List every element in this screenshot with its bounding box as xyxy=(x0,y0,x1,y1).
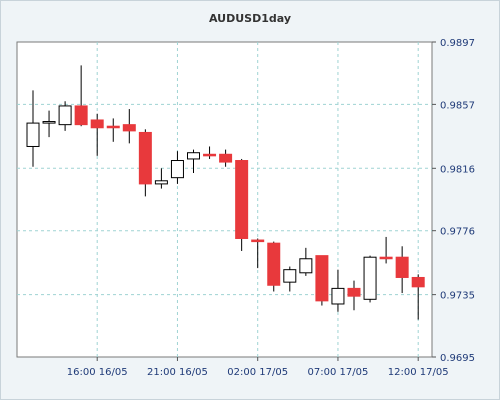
chart-title: AUDUSD1day xyxy=(209,12,291,25)
y-axis: 0.9897 0.9857 0.9816 0.9776 0.9735 0.9695 xyxy=(432,38,475,364)
candle-body-up xyxy=(331,287,345,305)
plot-area xyxy=(16,41,433,358)
candle-body-down xyxy=(203,153,217,157)
grid-lines xyxy=(17,42,432,357)
y-tick-label: 0.9897 xyxy=(440,38,475,49)
candle-body-down xyxy=(347,287,361,297)
candle-body-down xyxy=(267,242,281,286)
x-tick-label: 02:00 17/05 xyxy=(227,367,288,378)
candle-body-up xyxy=(283,269,297,283)
candle xyxy=(219,149,233,167)
candle xyxy=(411,274,425,320)
candle xyxy=(203,146,217,159)
candle xyxy=(74,65,88,127)
candle-body-up xyxy=(299,258,313,274)
candle xyxy=(379,236,393,264)
candle-body-down xyxy=(379,256,393,260)
candle-body-down xyxy=(395,256,409,278)
candle-body-down xyxy=(122,124,136,132)
candle-body-up xyxy=(170,160,184,179)
candle-body-down xyxy=(90,119,104,129)
candle xyxy=(58,101,72,131)
candle xyxy=(331,269,345,312)
candle xyxy=(26,90,40,167)
y-tick-label: 0.9695 xyxy=(440,353,475,364)
candle xyxy=(170,151,184,184)
candle xyxy=(235,158,249,251)
candle xyxy=(363,255,377,303)
candle-body-up xyxy=(26,122,40,147)
x-tick-label: 21:00 16/05 xyxy=(147,367,208,378)
candle-body-down xyxy=(235,160,249,239)
candle-body-down xyxy=(106,125,120,129)
candle-body-down xyxy=(219,153,233,163)
candle-body-up xyxy=(363,256,377,300)
candle xyxy=(315,255,329,306)
candle xyxy=(106,118,120,142)
candle xyxy=(283,266,297,292)
y-tick-label: 0.9776 xyxy=(440,227,475,238)
candle xyxy=(138,129,152,197)
candle-body-up xyxy=(154,180,168,185)
candle-body-up xyxy=(42,121,56,124)
x-axis: 16:00 16/05 21:00 16/05 02:00 17/05 07:00 1… xyxy=(67,357,449,378)
candle xyxy=(122,109,136,144)
candle xyxy=(251,238,265,269)
candle xyxy=(154,168,168,189)
candle-body-down xyxy=(411,276,425,288)
candle-body-down xyxy=(251,239,265,243)
x-tick-label: 07:00 17/05 xyxy=(308,367,369,378)
candle xyxy=(347,280,361,311)
y-tick-label: 0.9735 xyxy=(440,291,475,302)
candle-body-up xyxy=(58,105,72,126)
candle xyxy=(90,113,104,156)
x-tick-label: 16:00 16/05 xyxy=(67,367,128,378)
candle-body-down xyxy=(138,131,152,185)
x-tick-label: 12:00 17/05 xyxy=(388,367,449,378)
candle xyxy=(395,246,409,294)
candle xyxy=(299,247,313,276)
candle xyxy=(187,149,200,173)
candle xyxy=(42,110,56,138)
candle-body-up xyxy=(187,152,200,160)
candle-body-down xyxy=(74,105,88,126)
y-tick-label: 0.9816 xyxy=(440,164,475,175)
candles xyxy=(26,65,425,320)
y-tick-label: 0.9857 xyxy=(440,100,475,111)
candle xyxy=(267,241,281,292)
candle-body-down xyxy=(315,255,329,302)
